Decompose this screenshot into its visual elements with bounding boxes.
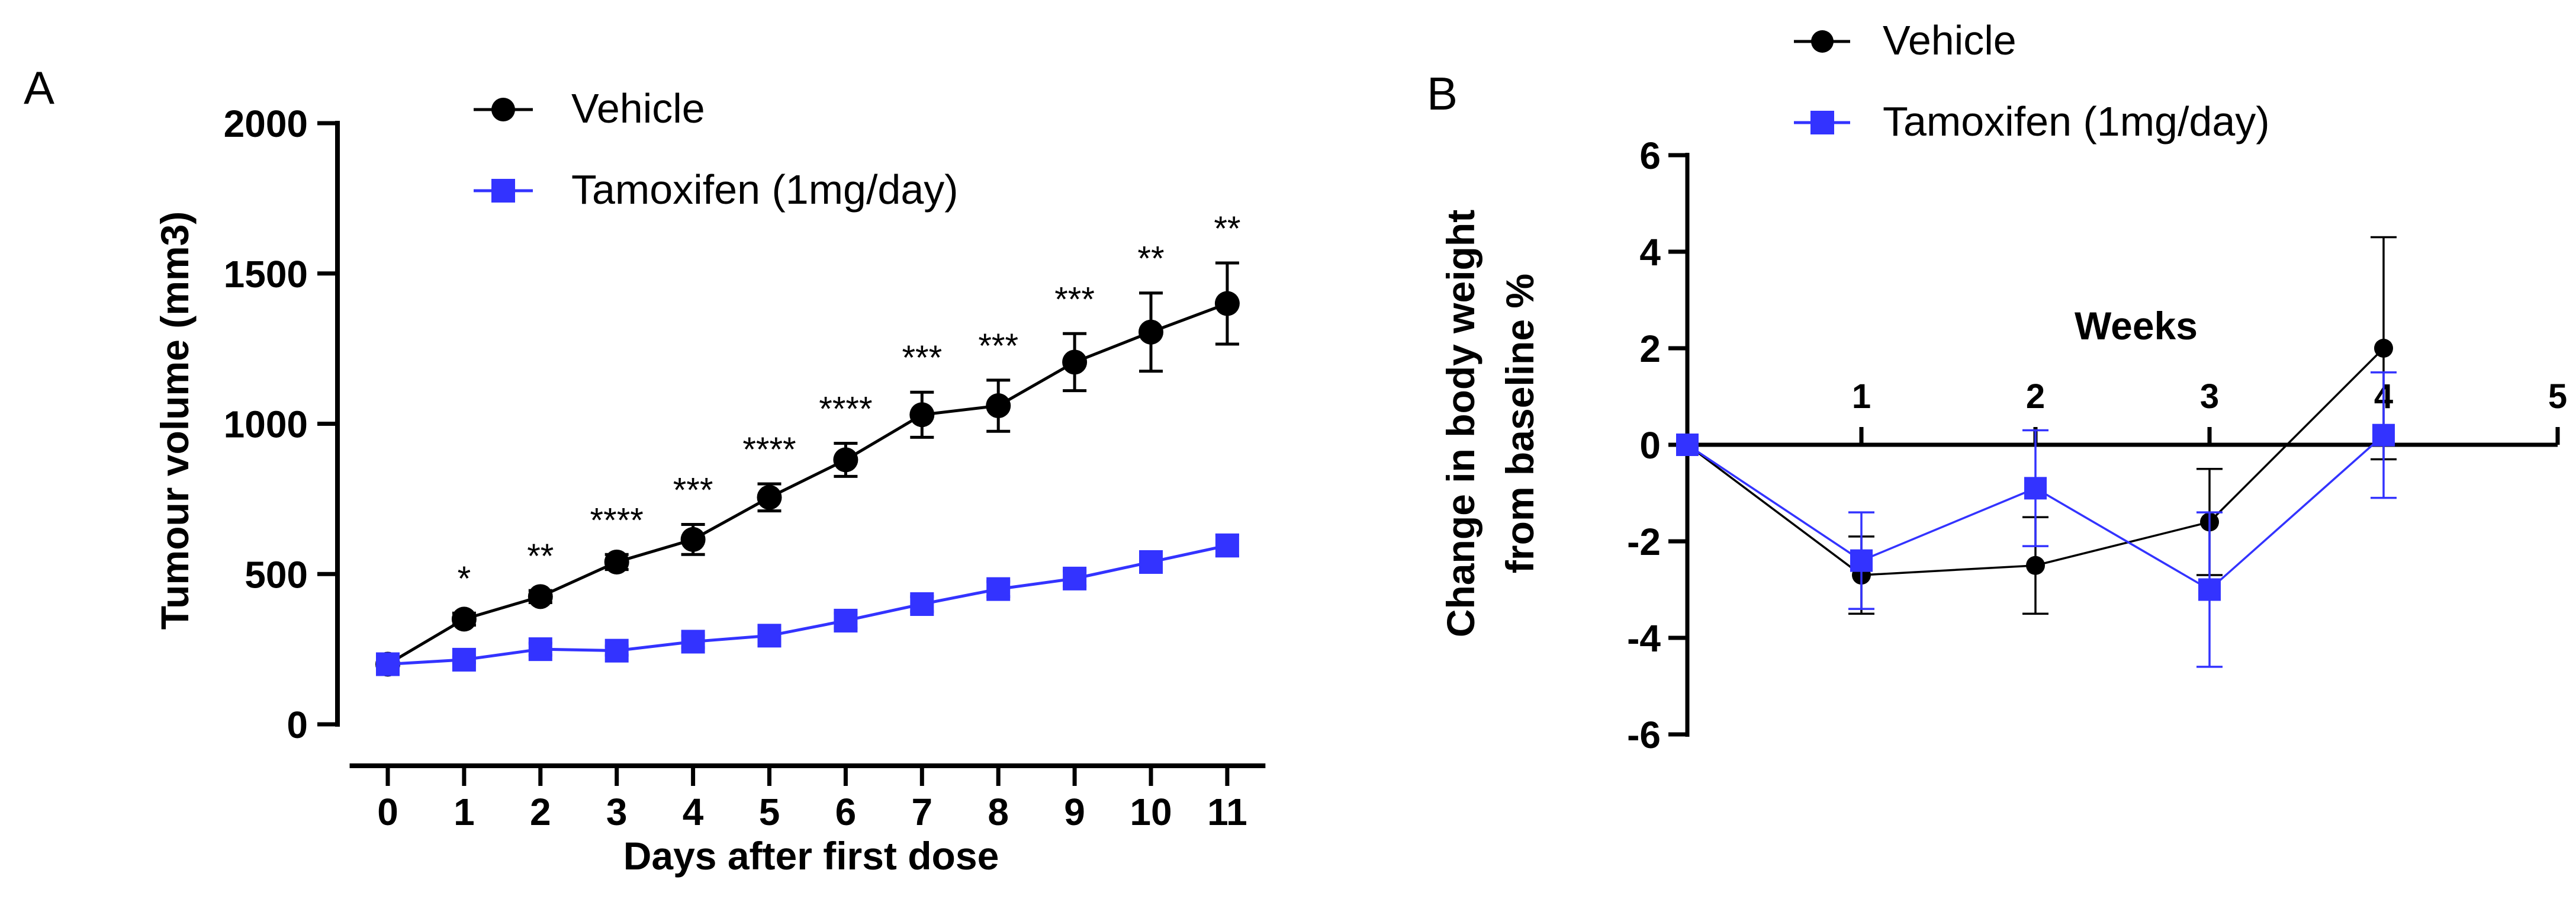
panel-b-y-axis-title-line-2: from baseline % [1498, 274, 1542, 573]
panel-a-y-axis: 0 500 1000 1500 2000 [224, 102, 340, 746]
panel-a-point-tamoxifen-1mg-day-11 [1215, 534, 1239, 558]
panel-a-point-tamoxifen-1mg-day-9 [1063, 566, 1087, 590]
panel-a-x-tick-label: 5 [759, 791, 780, 833]
panel-a-point-vehicle-11 [1214, 291, 1240, 316]
panel-a-legend-item-vehicle: Vehicle [474, 85, 705, 131]
panel-b-y-tick-label: -6 [1627, 714, 1661, 756]
panel-b-y-tick-label: -2 [1627, 521, 1661, 563]
panel-b-point-vehicle-2 [2026, 556, 2045, 575]
panel-a-x-tick-label: 6 [835, 791, 857, 833]
panel-b-x-tick-label: 1 [1852, 377, 1871, 416]
panel-b-point-tamoxifen-1mg-day-4 [2372, 423, 2395, 447]
panel-b-x-tick-label: 5 [2548, 377, 2567, 416]
panel-a-y-tick-label: 2000 [224, 102, 308, 145]
legend-label-tamoxifen: Tamoxifen (1mg/day) [571, 166, 959, 213]
panel-a-y-tick-label: 1500 [224, 253, 308, 296]
panel-a-significance-8: *** [978, 327, 1018, 365]
panel-b-x-tick-label: 3 [2200, 377, 2219, 416]
panel-b-y-tick-label: 2 [1639, 328, 1661, 370]
panel-a-label: A [24, 62, 54, 114]
panel-a-x-tick-label: 3 [606, 791, 628, 833]
panel-a-point-tamoxifen-1mg-day-5 [757, 624, 782, 648]
panel-a-y-axis-title: Tumour volume (mm3) [153, 211, 197, 630]
panel-a-point-tamoxifen-1mg-day-3 [604, 638, 629, 663]
panel-a-point-vehicle-1 [451, 606, 477, 632]
panel-b-legend-item-vehicle: Vehicle [1794, 17, 2017, 63]
panel-a-y-tick-label: 0 [287, 704, 308, 746]
panel-a-significance-2: ** [527, 537, 554, 576]
panel-a-point-vehicle-4 [680, 527, 706, 552]
panel-a-point-vehicle-2 [528, 584, 553, 609]
legend-marker-vehicle-b [1811, 30, 1834, 53]
legend-marker-tamoxifen [491, 179, 515, 203]
panel-a-point-vehicle-10 [1139, 319, 1163, 345]
panel-a-point-tamoxifen-1mg-day-8 [986, 577, 1011, 601]
panel-a-significance-11: ** [1214, 210, 1240, 248]
panel-a-significance-6: **** [819, 390, 872, 428]
legend-marker-vehicle [491, 98, 515, 121]
panel-b-y-tick-label: 4 [1639, 231, 1661, 274]
panel-a-x-tick-label: 2 [530, 791, 551, 833]
panel-a-significance-1: * [458, 560, 471, 598]
panel-a-point-tamoxifen-1mg-day-10 [1139, 550, 1163, 574]
legend-label-tamoxifen-b: Tamoxifen (1mg/day) [1883, 98, 2270, 145]
panel-b-y-tick-label: 0 [1639, 424, 1661, 467]
panel-b-point-tamoxifen-1mg-day-1 [1850, 549, 1873, 572]
panel-a-point-tamoxifen-1mg-day-0 [376, 652, 400, 676]
panel-b-x-axis-title: Weeks [2075, 304, 2198, 348]
panel-a: A 0 500 1000 1500 2000 0 1 2 3 4 5 6 7 8 9 10 11 Tumour… [24, 62, 1266, 878]
panel-a-x-tick-label: 9 [1064, 791, 1085, 833]
panel-a-significance-7: *** [902, 339, 942, 377]
panel-a-point-vehicle-3 [604, 549, 629, 574]
panel-a-x-tick-label: 8 [988, 791, 1009, 833]
panel-a-legend: Vehicle Tamoxifen (1mg/day) [474, 85, 959, 213]
panel-a-legend-item-tamoxifen: Tamoxifen (1mg/day) [474, 166, 959, 213]
panel-a-point-vehicle-7 [909, 402, 935, 428]
panel-a-series-line-tamoxifen-1mg-day [387, 544, 1228, 666]
panel-a-point-vehicle-5 [757, 484, 782, 510]
panel-b-label: B [1427, 68, 1458, 120]
panel-a-x-tick-label: 1 [454, 791, 475, 833]
panel-a-y-tick-label: 500 [245, 553, 308, 596]
panel-a-point-vehicle-9 [1062, 349, 1088, 375]
panel-b-point-tamoxifen-1mg-day-3 [2198, 578, 2221, 601]
panel-a-x-tick-label: 11 [1207, 791, 1247, 833]
legend-label-vehicle-b: Vehicle [1883, 17, 2017, 63]
panel-b-y-tick-label: 6 [1639, 134, 1661, 177]
legend-marker-tamoxifen-b [1810, 111, 1834, 134]
panel-a-x-axis: 0 1 2 3 4 5 6 7 8 9 10 11 [349, 763, 1266, 833]
panel-b-point-tamoxifen-1mg-day-2 [2024, 477, 2047, 500]
panel-a-significance-10: ** [1137, 240, 1164, 278]
panel-a-point-tamoxifen-1mg-day-1 [452, 647, 476, 672]
panel-a-x-axis-title: Days after first dose [623, 834, 999, 878]
panel-a-y-tick-label: 1000 [224, 403, 308, 446]
panel-a-point-tamoxifen-1mg-day-7 [910, 592, 934, 616]
panel-a-x-tick-label: 4 [683, 791, 704, 833]
panel-a-point-vehicle-6 [833, 447, 858, 473]
panel-b-point-tamoxifen-1mg-day-0 [1676, 434, 1699, 456]
panel-a-significance-9: *** [1054, 280, 1095, 319]
panel-a-significance-5: **** [742, 431, 796, 469]
panel-a-point-tamoxifen-1mg-day-6 [834, 608, 858, 633]
panel-a-x-tick-label: 10 [1130, 791, 1172, 833]
legend-label-vehicle: Vehicle [571, 85, 705, 131]
panel-b-point-vehicle-4 [2374, 339, 2393, 358]
panel-a-significance-3: **** [590, 501, 644, 540]
panel-b-legend-item-tamoxifen: Tamoxifen (1mg/day) [1794, 98, 2270, 145]
panel-b-legend: Vehicle Tamoxifen (1mg/day) [1794, 17, 2270, 145]
panel-b-y-tick-label: -4 [1627, 617, 1661, 660]
panel-a-significance-4: *** [673, 471, 713, 510]
panel-a-x-tick-label: 0 [377, 791, 398, 833]
panel-b-x-tick-label: 2 [2026, 377, 2045, 416]
panel-b-y-axis-title-line-1: Change in body weight [1439, 210, 1482, 637]
panel-a-point-tamoxifen-1mg-day-4 [681, 630, 705, 654]
panel-a-point-tamoxifen-1mg-day-2 [528, 637, 552, 662]
panel-a-series-line-vehicle [387, 302, 1228, 666]
panel-a-point-vehicle-8 [986, 393, 1011, 419]
panel-a-x-tick-label: 7 [912, 791, 933, 833]
